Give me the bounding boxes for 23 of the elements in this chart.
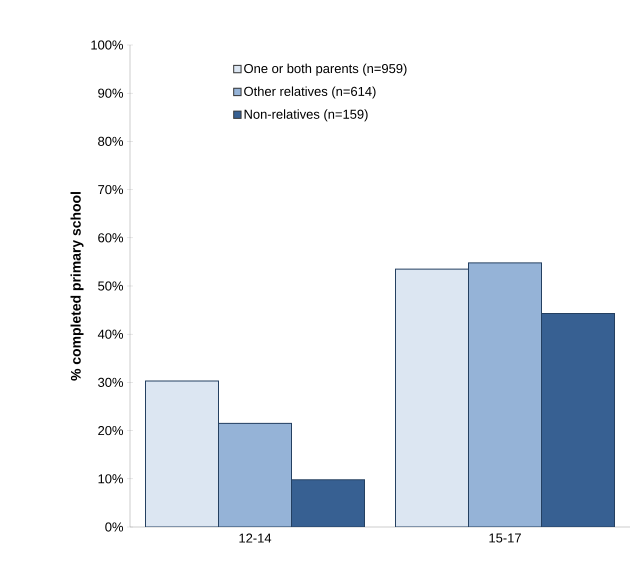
y-tick-label: 10% <box>98 474 124 484</box>
legend-label: Other relatives (n=614) <box>244 86 376 99</box>
y-tick-label: 100% <box>91 40 124 50</box>
y-tick-label: 80% <box>98 136 124 146</box>
bar <box>541 312 616 527</box>
bar <box>145 380 219 527</box>
bar <box>468 262 542 527</box>
bar <box>291 479 366 527</box>
y-tick-label: 60% <box>98 233 124 242</box>
legend-label: One or both parents (n=959) <box>244 64 407 76</box>
x-tick-label: 15-17 <box>489 534 521 543</box>
y-tick-label: 70% <box>98 185 124 194</box>
x-tick-label: 12-14 <box>239 534 272 543</box>
y-tick-label: 40% <box>98 330 124 339</box>
y-tick-label: 0% <box>105 522 124 532</box>
bar <box>395 268 470 527</box>
legend-label: Non-relatives (n=159) <box>244 109 368 122</box>
y-tick-label: 30% <box>98 378 124 387</box>
y-axis-title: % completed primary school <box>70 192 84 381</box>
bar <box>218 422 292 527</box>
y-tick-label: 50% <box>98 281 124 291</box>
y-tick-label: 90% <box>98 88 124 98</box>
y-tick-label: 20% <box>98 426 124 436</box>
